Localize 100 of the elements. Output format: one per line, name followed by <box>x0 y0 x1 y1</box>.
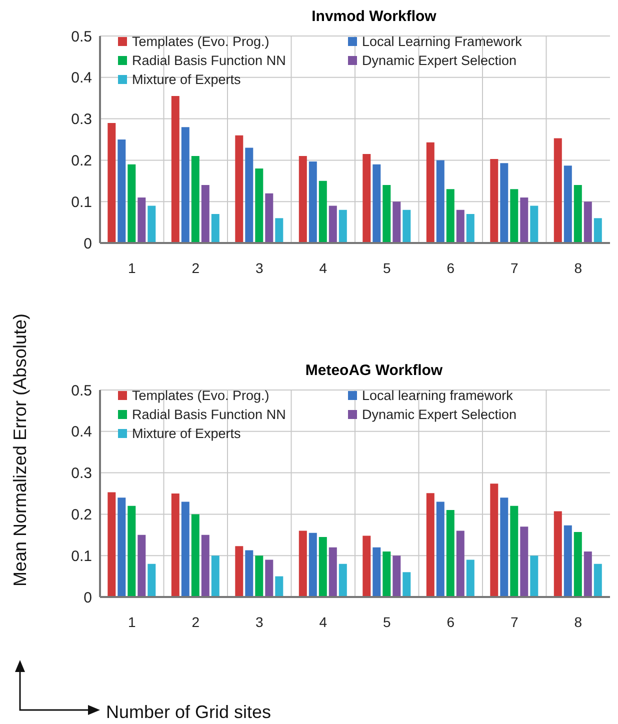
x-tick-label: 3 <box>255 614 264 630</box>
bar <box>426 493 434 597</box>
bar <box>402 572 411 597</box>
bar <box>181 127 190 243</box>
bar <box>245 550 254 597</box>
bar <box>275 576 284 597</box>
bar <box>382 185 391 243</box>
bar <box>298 530 307 597</box>
bar <box>191 156 200 243</box>
bar <box>510 189 518 243</box>
bar <box>328 547 337 597</box>
legend-label: Radial Basis Function NN <box>132 53 286 68</box>
bar <box>108 492 116 597</box>
bar <box>584 551 592 597</box>
chart-title: Invmod Workflow <box>310 7 438 27</box>
legend-label: Mixture of Experts <box>132 72 241 87</box>
x-tick-label: 7 <box>510 614 518 630</box>
x-tick-label: 7 <box>510 260 518 276</box>
bar <box>275 218 284 243</box>
bar <box>520 197 528 243</box>
x-tick-label: 5 <box>382 614 391 630</box>
chart-title: MeteoAG Workflow <box>305 362 443 379</box>
bar <box>318 180 327 243</box>
legend-label: Local Learning Framework <box>362 34 522 49</box>
bar <box>128 506 136 597</box>
bar <box>564 166 572 243</box>
bar <box>594 218 602 243</box>
bar <box>382 551 391 597</box>
bar <box>456 530 464 597</box>
bar <box>510 506 518 597</box>
y-tick-label: 0 <box>84 235 92 252</box>
bar <box>530 556 538 597</box>
bar <box>211 214 220 243</box>
bar <box>235 135 244 243</box>
bar <box>235 546 244 597</box>
x-tick-label: 2 <box>192 614 200 630</box>
x-tick-label: 4 <box>319 260 328 276</box>
bar <box>500 163 508 243</box>
bar <box>191 514 200 597</box>
y-tick-label: 0.4 <box>71 70 92 87</box>
bar <box>574 185 582 243</box>
bar <box>574 532 582 597</box>
bar <box>128 164 136 243</box>
y-tick-label: 0.4 <box>71 424 92 441</box>
bar <box>520 526 528 597</box>
bar <box>338 564 347 597</box>
y-axis-title: Mean Normalized Error (Absolute) <box>10 313 30 587</box>
bar <box>594 564 602 597</box>
bar <box>201 534 210 597</box>
bar <box>255 168 264 243</box>
x-tick-label: 4 <box>319 614 328 630</box>
bar <box>328 206 337 243</box>
bar <box>466 560 474 597</box>
y-tick-label: 0.2 <box>71 152 92 170</box>
y-tick-label: 0.5 <box>71 28 92 46</box>
bar <box>308 161 317 243</box>
legend-label: Dynamic Expert Selection <box>362 407 517 422</box>
x-tick-label: 1 <box>128 260 136 276</box>
bar <box>171 494 180 597</box>
x-tick-label: 8 <box>574 614 582 630</box>
bar <box>265 560 274 597</box>
y-tick-label: 0 <box>84 589 92 606</box>
y-tick-label: 0.2 <box>71 506 92 524</box>
legend-label: Radial Basis Function NN <box>132 407 286 422</box>
bar <box>446 189 454 243</box>
bar <box>456 210 464 243</box>
bar <box>138 534 146 597</box>
bar <box>392 202 401 243</box>
bar <box>148 206 156 243</box>
bar <box>171 96 180 243</box>
bar <box>372 547 381 597</box>
legend-label: Templates (Evo. Prog.) <box>132 34 270 49</box>
bar <box>436 502 444 597</box>
bar <box>490 484 498 597</box>
bar <box>490 158 498 243</box>
bar <box>318 536 327 597</box>
legend-label: Mixture of Experts <box>132 426 241 441</box>
bar <box>446 510 454 597</box>
bar <box>108 122 116 243</box>
bar <box>298 156 307 243</box>
legend-label: Templates (Evo. Prog.) <box>132 388 270 403</box>
y-tick-label: 0.5 <box>71 382 92 400</box>
bar <box>148 564 156 597</box>
y-tick-label: 0.1 <box>71 194 92 211</box>
bar <box>245 148 254 243</box>
x-axis-title: Number of Grid sites <box>106 702 272 722</box>
bar <box>308 532 317 597</box>
bar <box>255 556 264 597</box>
y-tick-label: 0.3 <box>71 465 92 482</box>
bar <box>138 197 146 243</box>
bar <box>500 498 508 597</box>
x-tick-label: 5 <box>382 260 391 276</box>
bar <box>426 142 434 243</box>
x-tick-label: 8 <box>574 260 582 276</box>
x-tick-label: 3 <box>255 260 264 276</box>
legend-label: Dynamic Expert Selection <box>362 53 517 68</box>
x-tick-label: 6 <box>446 260 455 276</box>
bar <box>466 214 474 243</box>
bar <box>372 164 381 243</box>
bar <box>554 138 562 243</box>
